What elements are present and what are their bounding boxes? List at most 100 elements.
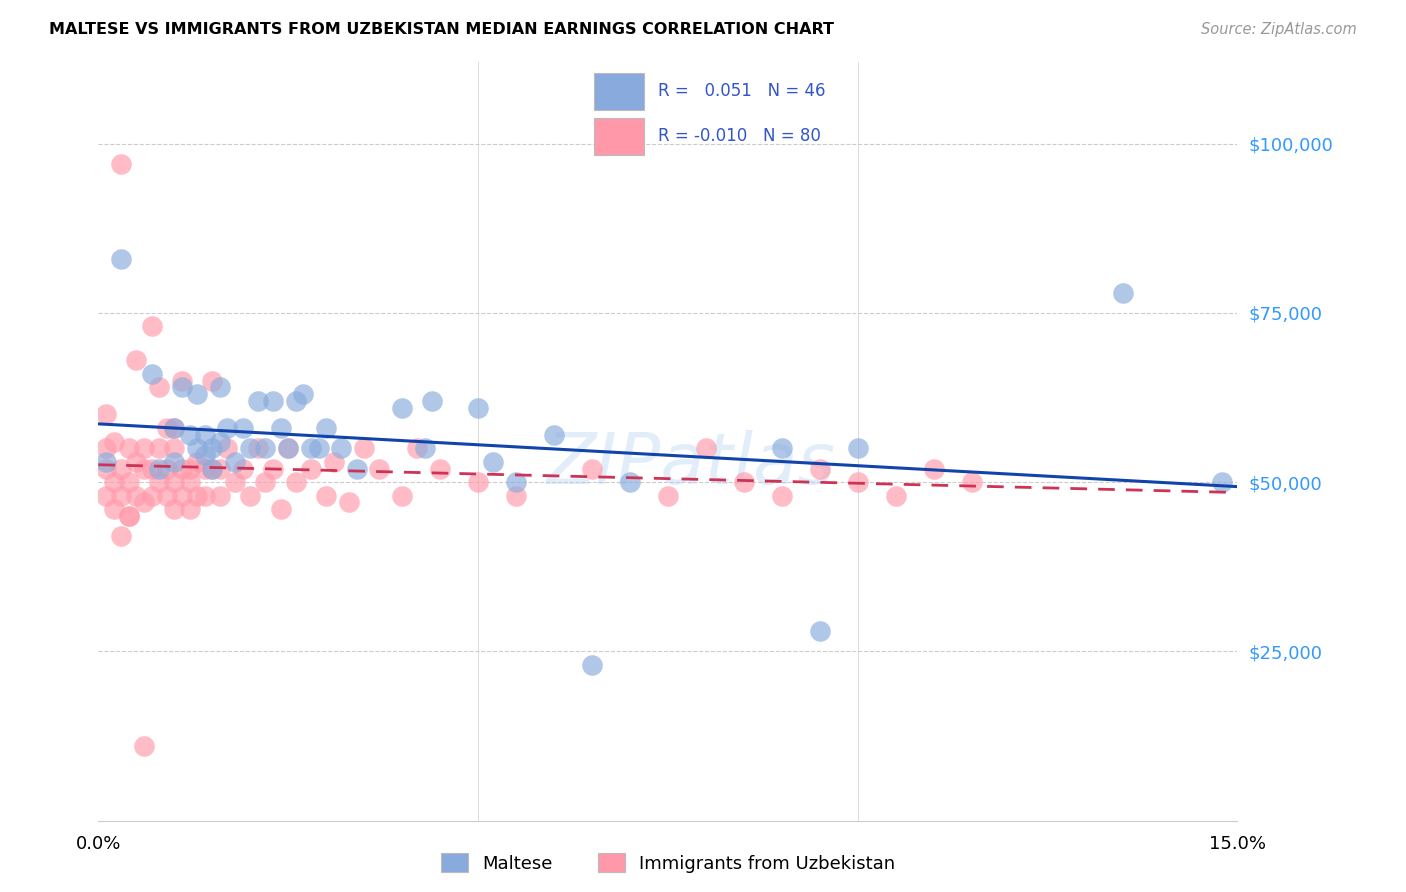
Point bbox=[284, 393, 307, 408]
Point bbox=[103, 434, 125, 449]
Point bbox=[141, 461, 163, 475]
Point bbox=[246, 393, 269, 408]
Point bbox=[413, 442, 436, 456]
Point bbox=[201, 374, 224, 388]
Point bbox=[125, 489, 148, 503]
Point bbox=[1211, 475, 1233, 490]
Point bbox=[118, 508, 141, 523]
Point bbox=[467, 401, 489, 415]
Point bbox=[217, 421, 239, 435]
Point bbox=[254, 442, 277, 456]
Point bbox=[208, 461, 231, 475]
Point bbox=[118, 475, 141, 490]
Point bbox=[186, 442, 208, 456]
Point bbox=[543, 427, 565, 442]
Point bbox=[262, 461, 284, 475]
Point bbox=[581, 657, 603, 672]
Point bbox=[846, 442, 869, 456]
Point bbox=[292, 387, 315, 401]
Point bbox=[482, 455, 505, 469]
Point bbox=[163, 421, 186, 435]
Point bbox=[179, 461, 201, 475]
Point bbox=[254, 475, 277, 490]
Point bbox=[170, 489, 193, 503]
Point bbox=[194, 427, 217, 442]
Point bbox=[194, 489, 217, 503]
Point bbox=[179, 502, 201, 516]
Point bbox=[132, 495, 155, 509]
Point bbox=[619, 475, 641, 490]
Point bbox=[262, 393, 284, 408]
Point bbox=[581, 461, 603, 475]
Point bbox=[270, 421, 292, 435]
Legend: Maltese, Immigrants from Uzbekistan: Maltese, Immigrants from Uzbekistan bbox=[433, 846, 903, 880]
Point bbox=[141, 489, 163, 503]
Point bbox=[125, 353, 148, 368]
Point bbox=[770, 442, 793, 456]
Point bbox=[224, 475, 246, 490]
Point bbox=[695, 442, 717, 456]
Point bbox=[156, 421, 179, 435]
Point bbox=[422, 393, 444, 408]
Point bbox=[1112, 285, 1135, 300]
Point bbox=[277, 442, 299, 456]
Point bbox=[179, 475, 201, 490]
Text: R = -0.010   N = 80: R = -0.010 N = 80 bbox=[658, 128, 821, 145]
FancyBboxPatch shape bbox=[593, 118, 644, 155]
Point bbox=[110, 461, 132, 475]
Point bbox=[132, 461, 155, 475]
Point bbox=[94, 442, 117, 456]
Point bbox=[201, 461, 224, 475]
Text: R =   0.051   N = 46: R = 0.051 N = 46 bbox=[658, 82, 825, 100]
Point bbox=[208, 380, 231, 394]
Point bbox=[148, 442, 170, 456]
Point bbox=[170, 380, 193, 394]
Point bbox=[94, 489, 117, 503]
Point bbox=[217, 442, 239, 456]
Point bbox=[163, 442, 186, 456]
Point bbox=[846, 475, 869, 490]
FancyBboxPatch shape bbox=[593, 73, 644, 110]
Point bbox=[505, 475, 527, 490]
Point bbox=[391, 401, 413, 415]
Point bbox=[201, 461, 224, 475]
Point bbox=[315, 421, 337, 435]
Point bbox=[208, 434, 231, 449]
Point bbox=[163, 455, 186, 469]
Point bbox=[270, 502, 292, 516]
Point bbox=[186, 387, 208, 401]
Point bbox=[467, 475, 489, 490]
Point bbox=[284, 475, 307, 490]
Point bbox=[208, 489, 231, 503]
Point bbox=[194, 448, 217, 462]
Point bbox=[118, 508, 141, 523]
Point bbox=[884, 489, 907, 503]
Point bbox=[232, 461, 254, 475]
Point bbox=[118, 442, 141, 456]
Point bbox=[186, 489, 208, 503]
Point bbox=[110, 252, 132, 266]
Point bbox=[330, 442, 353, 456]
Point bbox=[179, 427, 201, 442]
Point bbox=[148, 461, 170, 475]
Point bbox=[132, 442, 155, 456]
Point bbox=[353, 442, 375, 456]
Text: ZIPatlas: ZIPatlas bbox=[546, 430, 835, 499]
Point bbox=[103, 502, 125, 516]
Point bbox=[368, 461, 391, 475]
Point bbox=[232, 421, 254, 435]
Point bbox=[429, 461, 451, 475]
Point bbox=[156, 489, 179, 503]
Point bbox=[315, 489, 337, 503]
Point bbox=[733, 475, 755, 490]
Point bbox=[246, 442, 269, 456]
Point bbox=[110, 489, 132, 503]
Point bbox=[194, 461, 217, 475]
Point bbox=[170, 461, 193, 475]
Point bbox=[346, 461, 368, 475]
Point bbox=[125, 455, 148, 469]
Point bbox=[201, 442, 224, 456]
Point bbox=[163, 502, 186, 516]
Text: MALTESE VS IMMIGRANTS FROM UZBEKISTAN MEDIAN EARNINGS CORRELATION CHART: MALTESE VS IMMIGRANTS FROM UZBEKISTAN ME… bbox=[49, 22, 834, 37]
Point bbox=[110, 529, 132, 543]
